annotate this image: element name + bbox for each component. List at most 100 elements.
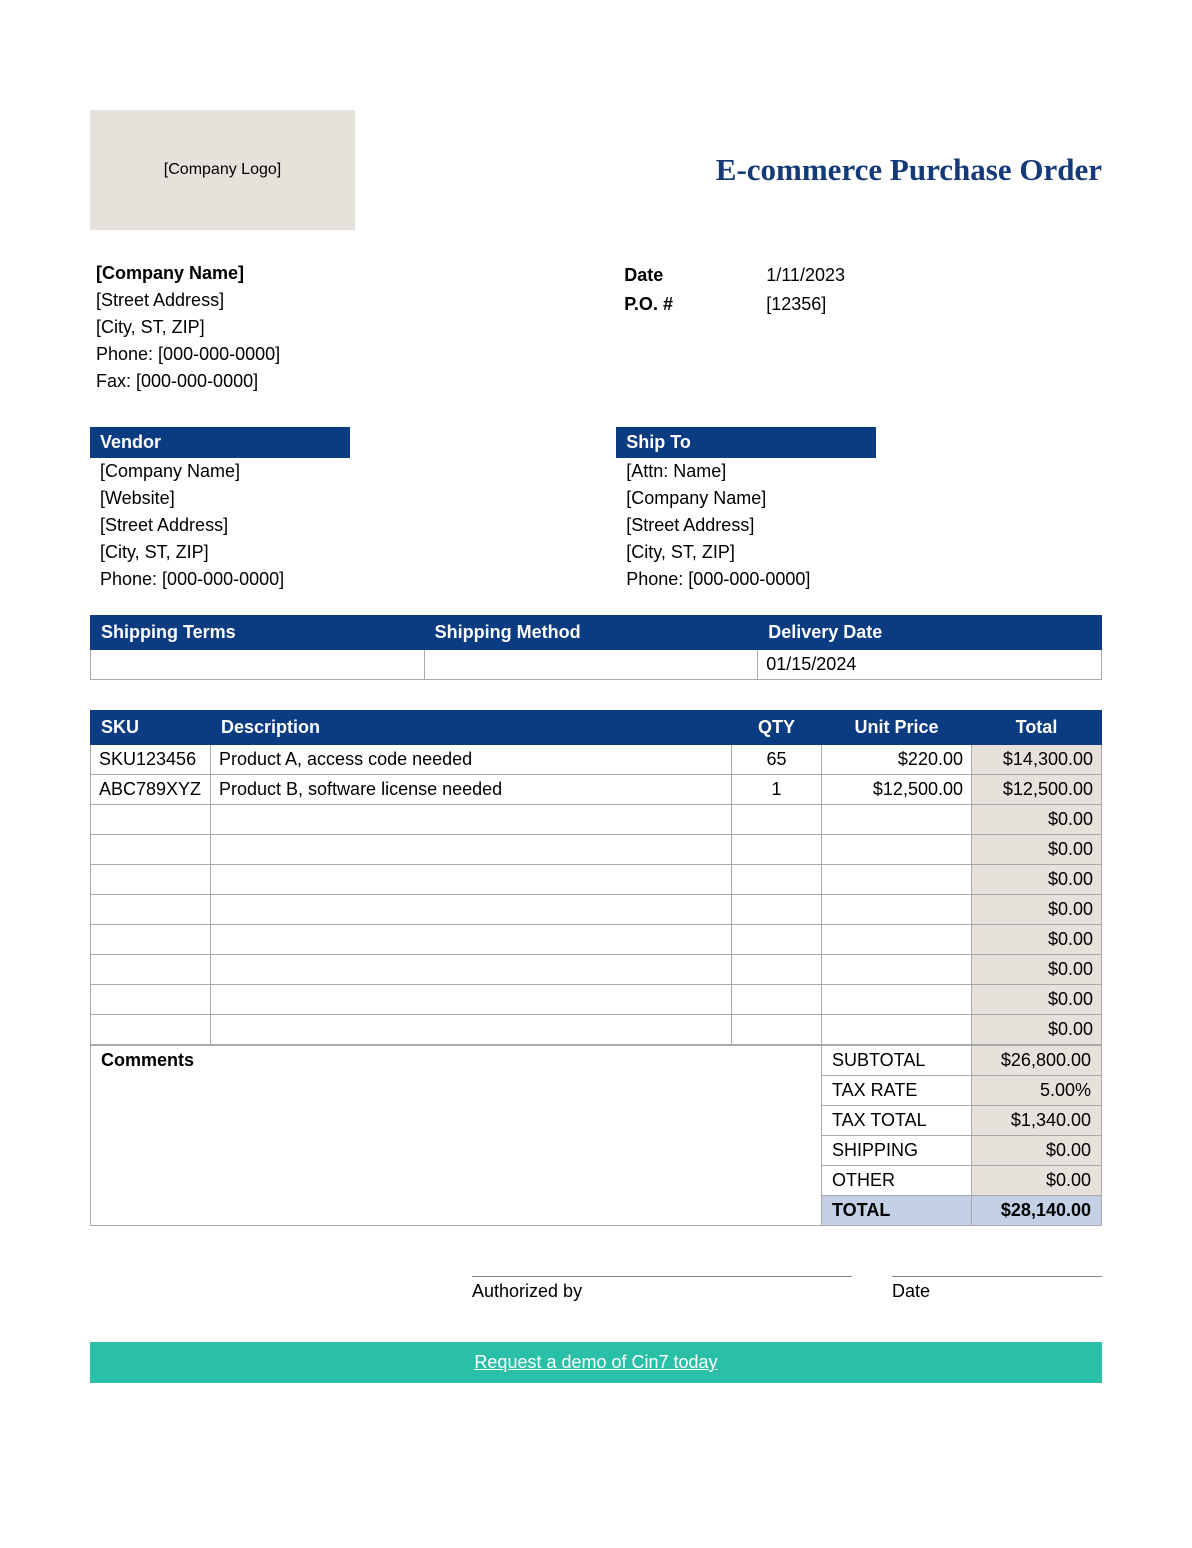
table-row: $0.00: [91, 895, 1102, 925]
shipping-method-header: Shipping Method: [424, 616, 758, 650]
summary-label: SUBTOTAL: [822, 1046, 972, 1076]
shipto-attn: [Attn: Name]: [616, 458, 1102, 485]
summary-label: SHIPPING: [822, 1136, 972, 1166]
company-phone: Phone: [000-000-0000]: [90, 341, 576, 368]
meta-info: Date 1/11/2023 P.O. # [12356]: [616, 260, 1102, 395]
vendor-phone: Phone: [000-000-0000]: [90, 566, 576, 593]
summary-value: $26,800.00: [972, 1046, 1102, 1076]
item-qty: [732, 955, 822, 985]
summary-table: CommentsSUBTOTAL$26,800.00TAX RATE5.00%T…: [90, 1045, 1102, 1226]
item-sku: [91, 805, 211, 835]
delivery-date-header: Delivery Date: [758, 616, 1102, 650]
shipping-table: Shipping Terms Shipping Method Delivery …: [90, 615, 1102, 680]
company-fax: Fax: [000-000-0000]: [90, 368, 576, 395]
item-total: $0.00: [972, 805, 1102, 835]
item-unit: [822, 1015, 972, 1045]
table-row: ABC789XYZProduct B, software license nee…: [91, 775, 1102, 805]
item-desc: Product A, access code needed: [211, 745, 732, 775]
item-sku: ABC789XYZ: [91, 775, 211, 805]
vendor-shipto-row: Vendor [Company Name] [Website] [Street …: [90, 427, 1102, 593]
item-qty: [732, 1015, 822, 1045]
item-desc: [211, 835, 732, 865]
vendor-street: [Street Address]: [90, 512, 576, 539]
table-row: $0.00: [91, 805, 1102, 835]
item-total: $0.00: [972, 985, 1102, 1015]
item-desc: [211, 805, 732, 835]
po-label: P.O. #: [618, 291, 758, 318]
company-street: [Street Address]: [90, 287, 576, 314]
item-sku: [91, 985, 211, 1015]
vendor-name: [Company Name]: [90, 458, 576, 485]
date-label: Date: [618, 262, 758, 289]
item-desc: [211, 925, 732, 955]
signature-date-field: Date: [892, 1276, 1102, 1302]
table-row: $0.00: [91, 985, 1102, 1015]
summary-value: $0.00: [972, 1166, 1102, 1196]
item-sku: [91, 925, 211, 955]
vendor-header: Vendor: [90, 427, 350, 458]
item-unit: [822, 955, 972, 985]
total-label: TOTAL: [822, 1196, 972, 1226]
item-unit: [822, 865, 972, 895]
item-sku: [91, 865, 211, 895]
vendor-city: [City, ST, ZIP]: [90, 539, 576, 566]
signature-row: Authorized by Date: [90, 1276, 1102, 1302]
info-row: [Company Name] [Street Address] [City, S…: [90, 260, 1102, 395]
shipto-city: [City, ST, ZIP]: [616, 539, 1102, 566]
item-total: $0.00: [972, 925, 1102, 955]
document-title: E-commerce Purchase Order: [716, 152, 1102, 188]
item-sku: SKU123456: [91, 745, 211, 775]
item-unit: [822, 895, 972, 925]
demo-link[interactable]: Request a demo of Cin7 today: [474, 1352, 717, 1372]
vendor-body: [Company Name] [Website] [Street Address…: [90, 458, 576, 593]
item-qty: 65: [732, 745, 822, 775]
authorized-by-field: Authorized by: [472, 1276, 852, 1302]
summary-label: TAX TOTAL: [822, 1106, 972, 1136]
total-value: $28,140.00: [972, 1196, 1102, 1226]
items-table: SKU Description QTY Unit Price Total SKU…: [90, 710, 1102, 1045]
summary-value: $1,340.00: [972, 1106, 1102, 1136]
header-row: [Company Logo] E-commerce Purchase Order: [90, 110, 1102, 230]
item-unit: $12,500.00: [822, 775, 972, 805]
item-total: $0.00: [972, 895, 1102, 925]
vendor-section: Vendor [Company Name] [Website] [Street …: [90, 427, 576, 593]
item-desc: [211, 895, 732, 925]
item-sku: [91, 835, 211, 865]
item-qty: [732, 895, 822, 925]
table-row: $0.00: [91, 865, 1102, 895]
item-qty: [732, 985, 822, 1015]
item-qty: [732, 835, 822, 865]
summary-row: CommentsSUBTOTAL$26,800.00: [91, 1046, 1102, 1076]
item-desc: [211, 865, 732, 895]
date-value: 1/11/2023: [760, 262, 851, 289]
item-unit: $220.00: [822, 745, 972, 775]
item-total: $0.00: [972, 865, 1102, 895]
po-value: [12356]: [760, 291, 851, 318]
shipto-phone: Phone: [000-000-0000]: [616, 566, 1102, 593]
item-total: $0.00: [972, 835, 1102, 865]
item-total: $12,500.00: [972, 775, 1102, 805]
company-info: [Company Name] [Street Address] [City, S…: [90, 260, 576, 395]
table-row: $0.00: [91, 955, 1102, 985]
item-qty: 1: [732, 775, 822, 805]
item-desc: [211, 985, 732, 1015]
item-desc: [211, 955, 732, 985]
item-unit: [822, 925, 972, 955]
shipping-terms-header: Shipping Terms: [91, 616, 425, 650]
vendor-website: [Website]: [90, 485, 576, 512]
item-total: $0.00: [972, 955, 1102, 985]
shipto-street: [Street Address]: [616, 512, 1102, 539]
item-desc: [211, 1015, 732, 1045]
item-unit: [822, 805, 972, 835]
delivery-date-value: 01/15/2024: [758, 650, 1102, 680]
summary-value: $0.00: [972, 1136, 1102, 1166]
shipto-section: Ship To [Attn: Name] [Company Name] [Str…: [616, 427, 1102, 593]
meta-table: Date 1/11/2023 P.O. # [12356]: [616, 260, 853, 320]
summary-label: OTHER: [822, 1166, 972, 1196]
item-sku: [91, 955, 211, 985]
demo-bar[interactable]: Request a demo of Cin7 today: [90, 1342, 1102, 1383]
shipto-name: [Company Name]: [616, 485, 1102, 512]
col-sku: SKU: [91, 711, 211, 745]
shipto-header: Ship To: [616, 427, 876, 458]
item-sku: [91, 895, 211, 925]
